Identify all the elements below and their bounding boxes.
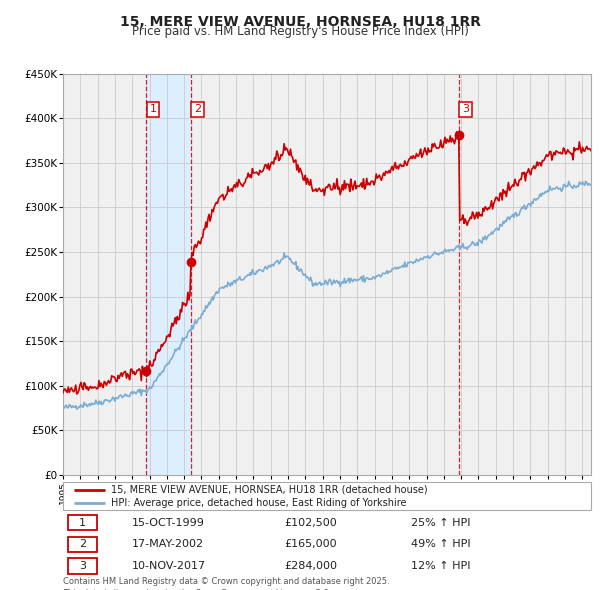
FancyBboxPatch shape bbox=[68, 515, 97, 530]
Text: 12% ↑ HPI: 12% ↑ HPI bbox=[412, 561, 471, 571]
Text: £165,000: £165,000 bbox=[285, 539, 337, 549]
Text: 15-OCT-1999: 15-OCT-1999 bbox=[131, 517, 205, 527]
Text: 25% ↑ HPI: 25% ↑ HPI bbox=[412, 517, 471, 527]
Text: 10-NOV-2017: 10-NOV-2017 bbox=[131, 561, 206, 571]
FancyBboxPatch shape bbox=[68, 558, 97, 573]
Bar bbox=[146, 74, 191, 475]
Text: 15, MERE VIEW AVENUE, HORNSEA, HU18 1RR: 15, MERE VIEW AVENUE, HORNSEA, HU18 1RR bbox=[119, 15, 481, 29]
FancyBboxPatch shape bbox=[68, 536, 97, 552]
Text: Price paid vs. HM Land Registry's House Price Index (HPI): Price paid vs. HM Land Registry's House … bbox=[131, 25, 469, 38]
Text: 1: 1 bbox=[149, 104, 157, 114]
Text: 2: 2 bbox=[194, 104, 202, 114]
Text: 2: 2 bbox=[79, 539, 86, 549]
Text: Contains HM Land Registry data © Crown copyright and database right 2025.
This d: Contains HM Land Registry data © Crown c… bbox=[63, 577, 389, 590]
FancyBboxPatch shape bbox=[63, 482, 591, 510]
Text: 17-MAY-2002: 17-MAY-2002 bbox=[131, 539, 204, 549]
Text: 1: 1 bbox=[79, 517, 86, 527]
Text: 49% ↑ HPI: 49% ↑ HPI bbox=[412, 539, 471, 549]
Text: £284,000: £284,000 bbox=[285, 561, 338, 571]
Text: £102,500: £102,500 bbox=[285, 517, 338, 527]
Text: 15, MERE VIEW AVENUE, HORNSEA, HU18 1RR (detached house): 15, MERE VIEW AVENUE, HORNSEA, HU18 1RR … bbox=[110, 484, 427, 494]
Text: 3: 3 bbox=[462, 104, 469, 114]
Text: 3: 3 bbox=[79, 561, 86, 571]
Text: HPI: Average price, detached house, East Riding of Yorkshire: HPI: Average price, detached house, East… bbox=[110, 499, 406, 508]
